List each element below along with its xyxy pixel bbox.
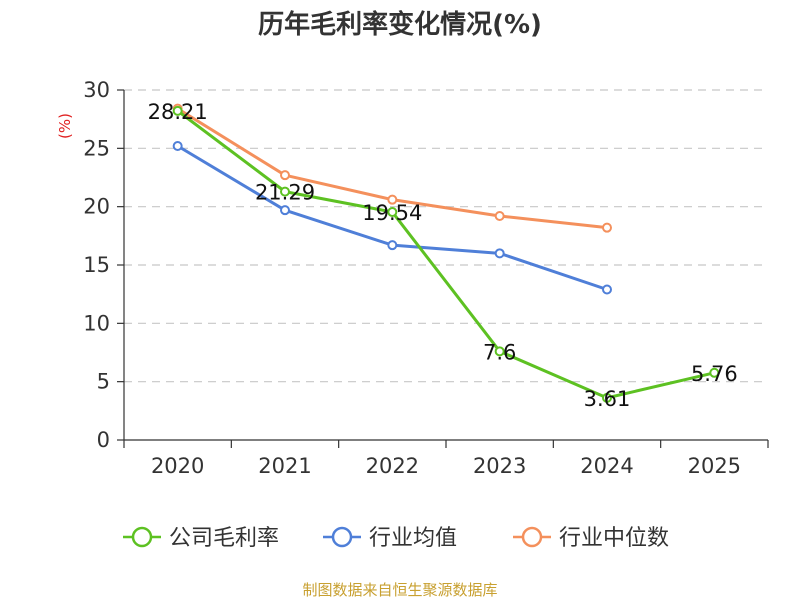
y-tick-label: 10	[83, 311, 110, 335]
y-tick-label: 15	[83, 253, 110, 277]
data-point	[387, 207, 398, 218]
data-point	[494, 346, 505, 357]
data-point	[280, 186, 290, 197]
legend-label: 行业均值	[369, 526, 457, 551]
data-point	[387, 194, 398, 205]
data-point	[172, 141, 183, 151]
data-label: 5.76	[691, 362, 738, 386]
y-tick-label: 20	[83, 195, 110, 219]
data-label: 3.61	[584, 387, 631, 411]
data-label: 21.29	[255, 181, 315, 205]
series-layer	[172, 103, 720, 403]
y-tick-label: 25	[83, 136, 110, 160]
legend-swatch-marker	[131, 526, 153, 548]
data-point	[280, 170, 290, 181]
data-point	[172, 105, 183, 116]
data-label: 7.6	[483, 340, 516, 364]
chart-title: 历年毛利率变化情况(%)	[258, 9, 542, 40]
legend-swatch-marker	[331, 526, 353, 548]
x-tick-label: 2020	[151, 454, 204, 478]
source-note: 制图数据来自恒生聚源数据库	[302, 581, 497, 599]
data-point	[602, 392, 612, 403]
legend-item[interactable]: 行业中位数	[513, 526, 669, 551]
x-tick-label: 2024	[580, 454, 633, 478]
legend: 公司毛利率 行业均值 行业中位数	[123, 526, 669, 551]
series-line	[176, 109, 715, 400]
y-tick-label: 30	[83, 78, 110, 102]
data-point	[602, 284, 612, 295]
x-tick-label: 2022	[366, 454, 419, 478]
legend-swatch-marker	[521, 526, 543, 548]
y-tick-label: 0	[97, 428, 110, 452]
data-point	[494, 211, 505, 221]
x-tick-label: 2023	[473, 454, 526, 478]
data-labels: 28.21 21.29 19.54 7.6 3.61 5.76	[148, 100, 738, 411]
data-point	[709, 367, 720, 378]
data-point	[387, 240, 398, 251]
data-label: 28.21	[148, 100, 208, 124]
legend-label: 行业中位数	[559, 526, 669, 551]
y-axis-label: (%)	[56, 113, 74, 139]
legend-item[interactable]: 行业均值	[323, 526, 457, 551]
y-tick-label: 5	[97, 370, 110, 394]
x-tick-label: 2025	[688, 454, 741, 478]
data-point	[494, 248, 505, 259]
data-point	[280, 205, 290, 216]
legend-label: 公司毛利率	[169, 526, 279, 551]
data-point	[602, 222, 612, 233]
x-tick-label: 2021	[258, 454, 311, 478]
legend-item[interactable]: 公司毛利率	[123, 526, 279, 551]
data-label: 19.54	[362, 201, 422, 225]
